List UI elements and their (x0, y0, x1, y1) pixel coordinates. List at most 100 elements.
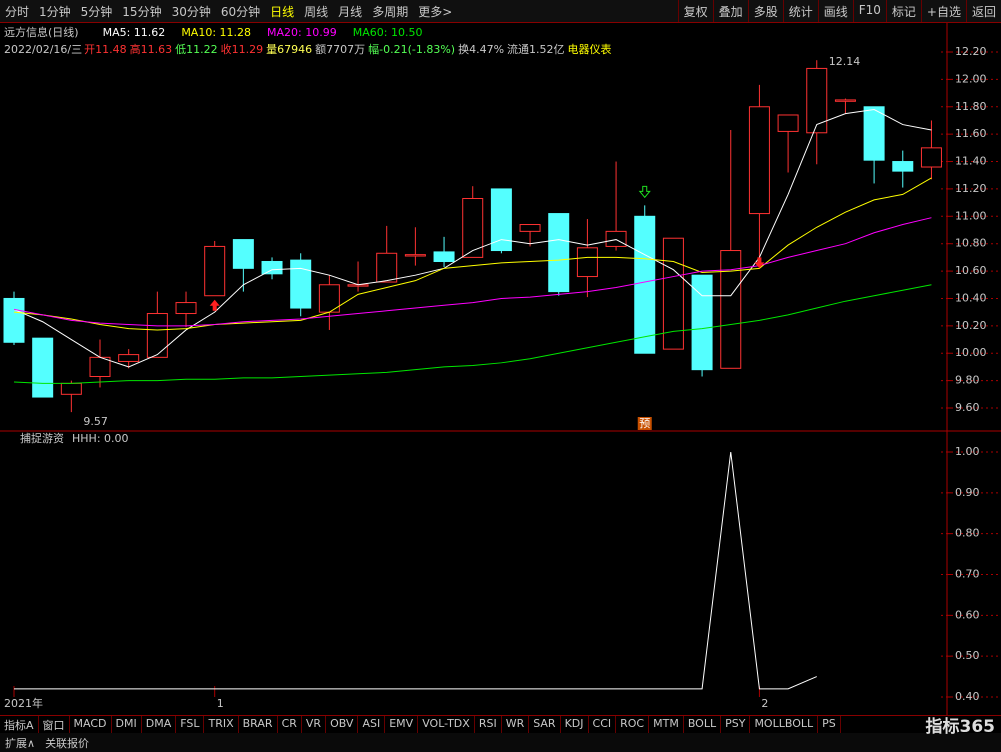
candle-body (634, 215, 656, 354)
period-button[interactable]: 30分钟 (171, 5, 211, 19)
indicator-tab[interactable]: MOLLBOLL (750, 716, 819, 733)
candle-body (519, 224, 541, 232)
x-tick-label: 2 (761, 697, 768, 710)
candle-body (490, 188, 512, 252)
candle-body (806, 67, 828, 134)
period-button[interactable]: 月线 (338, 5, 363, 19)
indicator-tab[interactable]: VR (302, 716, 327, 733)
y-tick-label: 12.20 (955, 45, 987, 58)
indicator-tab[interactable]: MTM (649, 716, 684, 733)
indicator-tab[interactable]: SAR (529, 716, 561, 733)
indicator-tab[interactable]: VOL-TDX (418, 716, 475, 733)
signal-arrow (754, 257, 765, 269)
indicator-tab[interactable]: PS (818, 716, 841, 733)
tool-button[interactable]: 复权 (677, 0, 713, 22)
y-tick-label: 10.80 (955, 237, 987, 250)
header-text: 流通1.52亿 (507, 42, 565, 56)
header-text: 低11.22 (175, 43, 218, 56)
candle-body (691, 274, 713, 371)
candle-body (720, 250, 742, 369)
period-button[interactable]: 分时 (5, 5, 30, 19)
y-tick-label: 10.20 (955, 319, 987, 332)
candle-body (118, 354, 140, 362)
candle-body (863, 106, 885, 161)
line (13, 108, 932, 368)
tool-button[interactable]: F10 (852, 0, 886, 22)
header-text: 捕捉游资 (20, 431, 64, 445)
indicator-tab[interactable]: PSY (721, 716, 751, 733)
indicator-tab[interactable]: DMA (142, 716, 177, 733)
header-text: 幅-0.21(-1.83%) (368, 43, 455, 56)
header-text: 换4.47% (458, 42, 504, 56)
indicator-tab[interactable]: WR (502, 716, 530, 733)
header-text: MA20: 10.99 (267, 26, 337, 39)
tool-button[interactable]: 返回 (965, 0, 1001, 22)
y-tick-label: 11.00 (955, 209, 987, 222)
y-tick-label: 0.70 (955, 568, 980, 581)
indicator-tab[interactable]: RSI (475, 716, 502, 733)
indicator-tab[interactable]: CR (278, 716, 302, 733)
indicator-tab[interactable]: EMV (385, 716, 419, 733)
y-tick-label: 1.00 (955, 445, 980, 458)
header-text: MA10: 11.28 (181, 26, 251, 39)
y-tick-label: 9.60 (955, 401, 980, 414)
indicator-tab[interactable]: OBV (326, 716, 359, 733)
candle-body (290, 259, 312, 309)
candle-body (605, 230, 627, 247)
period-button[interactable]: 周线 (304, 5, 329, 19)
x-tick-label: 1 (217, 697, 224, 710)
header-text: 高11.63 (130, 42, 173, 56)
indicator-tab[interactable]: 指标A (0, 716, 39, 733)
indicator-tab[interactable]: ROC (616, 716, 650, 733)
period-button[interactable]: 1分钟 (39, 5, 71, 19)
candle-body (662, 237, 684, 350)
tool-button[interactable]: +自选 (920, 0, 966, 22)
candle-body (548, 213, 570, 293)
indicator-tab[interactable]: TRIX (204, 716, 239, 733)
signal-arrow (209, 299, 220, 311)
period-button[interactable]: 15分钟 (122, 5, 162, 19)
header-text: HHH: 0.00 (72, 432, 129, 445)
period-button[interactable]: 60分钟 (220, 5, 261, 19)
line (13, 284, 932, 384)
header-text: MA5: 11.62 (103, 26, 166, 39)
candle-body (433, 251, 455, 262)
indicator-tab[interactable]: 窗口 (39, 716, 70, 733)
header-text: 开11.48 (84, 43, 127, 56)
indicator-tab[interactable]: KDJ (561, 716, 589, 733)
candle-body (204, 245, 226, 297)
indicator-tab[interactable]: FSL (176, 716, 205, 733)
header-text: 2022/02/16/三 (4, 43, 82, 56)
tool-button[interactable]: 画线 (817, 0, 853, 22)
indicator-tab[interactable]: BRAR (239, 716, 278, 733)
tool-button[interactable]: 统计 (782, 0, 818, 22)
tool-button[interactable]: 多股 (747, 0, 783, 22)
period-button[interactable]: 多周期 (372, 5, 409, 19)
bottom-button[interactable]: 扩展∧ (5, 737, 36, 750)
tool-button[interactable]: 标记 (885, 0, 921, 22)
header-text: 收11.29 (221, 42, 264, 56)
y-tick-label: 0.50 (955, 649, 980, 662)
y-tick-label: 0.40 (955, 690, 980, 703)
bottom-button[interactable]: 关联报价 (45, 737, 90, 750)
y-tick-label: 11.80 (955, 100, 987, 113)
y-tick-label: 0.80 (955, 527, 980, 540)
line (13, 177, 932, 331)
candle-body (60, 382, 82, 395)
indicator-tab[interactable]: MACD (70, 716, 112, 733)
period-button[interactable]: 更多> (418, 5, 453, 19)
y-tick-label: 11.20 (955, 182, 987, 195)
indicator-tab[interactable]: BOLL (684, 716, 722, 733)
tool-button[interactable]: 叠加 (712, 0, 748, 22)
period-bar: 分时 1分钟 5分钟 15分钟 30分钟 60分钟 日线 周线 月线 多周期 更多> (0, 0, 457, 22)
y-tick-label: 11.60 (955, 127, 987, 140)
indicator-tab[interactable]: DMI (112, 716, 142, 733)
y-tick-label: 12.00 (955, 72, 987, 85)
period-button[interactable]: 5分钟 (80, 5, 113, 19)
period-button[interactable]: 日线 (270, 5, 295, 19)
toolbar: 分时 1分钟 5分钟 15分钟 30分钟 60分钟 日线 周线 月线 多周期 更多> 复权 叠加 多股 统计… (0, 0, 1001, 23)
y-tick-label: 0.90 (955, 486, 980, 499)
indicator-tab[interactable]: ASI (358, 716, 386, 733)
indicator-tabs: 指标A 窗口 MACD DMI DMA FSL TRIX BRAR CR VR OBV ASI EMV V… (0, 715, 1001, 733)
indicator-tab[interactable]: CCI (589, 716, 617, 733)
